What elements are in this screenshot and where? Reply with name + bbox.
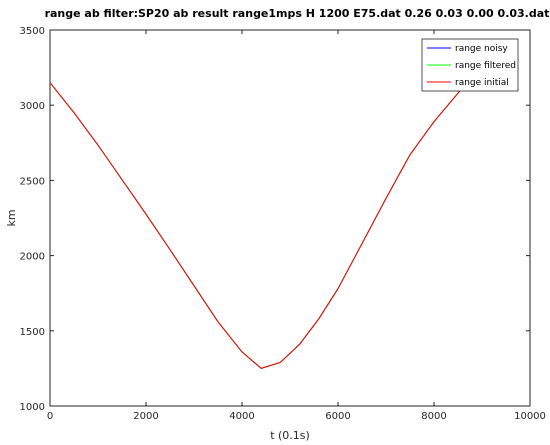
y-tick-label: 3000 bbox=[20, 101, 45, 112]
y-axis-label: km bbox=[5, 209, 18, 226]
y-axis-ticks: 1000 1500 2000 2500 3000 3500 bbox=[20, 26, 530, 413]
series-line-range-initial bbox=[49, 74, 473, 369]
x-axis-label: t (0.1s) bbox=[270, 429, 310, 442]
y-tick-label: 2500 bbox=[20, 176, 45, 187]
legend-entry-label: range noisy bbox=[455, 44, 508, 54]
x-tick-label: 4000 bbox=[229, 411, 254, 422]
plot-area: 0 2000 4000 6000 8000 10000 1000 1500 2000 2500 3… bbox=[20, 26, 546, 422]
axes-box bbox=[49, 29, 531, 407]
x-tick-label: 6000 bbox=[325, 411, 350, 422]
legend-entry-label: range initial bbox=[455, 78, 509, 88]
legend-entry-label: range filtered bbox=[455, 61, 516, 71]
y-tick-label: 2000 bbox=[20, 252, 45, 263]
y-tick-label: 3500 bbox=[20, 26, 45, 37]
x-tick-label: 8000 bbox=[421, 411, 446, 422]
y-tick-label: 1500 bbox=[20, 327, 45, 338]
y-tick-label: 1000 bbox=[20, 402, 45, 413]
legend: range noisy range filtered range initial bbox=[421, 38, 519, 92]
chart-title: range ab filter:SP20 ab result range1mps… bbox=[45, 7, 550, 20]
x-tick-label: 2000 bbox=[133, 411, 158, 422]
x-tick-label: 10000 bbox=[514, 411, 546, 422]
series-group bbox=[49, 74, 473, 369]
x-tick-label: 0 bbox=[47, 411, 53, 422]
x-axis-ticks: 0 2000 4000 6000 8000 10000 bbox=[47, 30, 546, 422]
